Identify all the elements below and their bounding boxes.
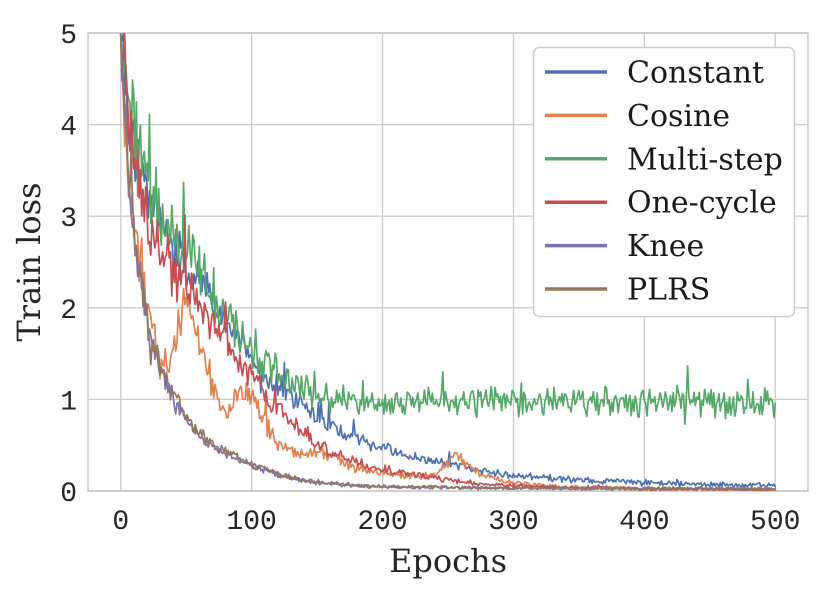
series-line-multi-step [119,33,777,426]
y-tick-2: 2 [60,296,77,327]
legend-label-plrs: PLRS [627,273,710,308]
x-axis-label: Epochs [389,542,507,580]
legend-item-one-cycle: One-cycle [545,186,777,221]
legend-item-constant: Constant [545,56,764,91]
x-tick-400: 400 [619,507,669,538]
legend-label-knee: Knee [627,229,704,264]
legend-item-cosine: Cosine [545,99,730,134]
plot-frame [87,32,809,492]
y-tick-5: 5 [60,21,77,52]
x-tick-300: 300 [488,507,538,538]
legend: Constant Cosine Multi-step One-cycle Knee PLR… [532,46,796,318]
y-tick-0: 0 [60,479,77,510]
y-tick-1: 1 [60,387,77,418]
legend-item-plrs: PLRS [545,273,710,308]
legend-item-multi-step: Multi-step [545,142,783,177]
series-lines [119,33,777,491]
x-tick-200: 200 [357,507,407,538]
y-tick-4: 4 [60,113,77,144]
legend-label-constant: Constant [627,56,764,91]
legend-label-multi-step: Multi-step [627,142,783,177]
legend-label-one-cycle: One-cycle [627,186,777,221]
y-axis-tick-labels: 0 1 2 3 4 5 [60,21,77,510]
legend-item-knee: Knee [545,229,704,264]
x-tick-500: 500 [750,507,800,538]
y-tick-3: 3 [60,204,77,235]
x-axis-tick-labels: 0 100 200 300 400 500 [112,507,800,538]
series-line-plrs [119,33,777,491]
x-tick-0: 0 [112,507,129,538]
x-tick-100: 100 [226,507,276,538]
y-axis-label: Train loss [10,182,48,341]
legend-label-cosine: Cosine [627,99,730,134]
